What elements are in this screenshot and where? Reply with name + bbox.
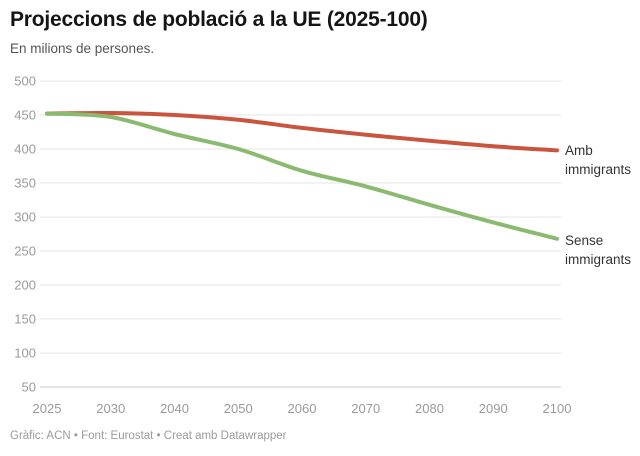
y-tick-label: 450 (14, 108, 36, 123)
series-label-amb-immigrants: Amb immigrants (565, 141, 631, 179)
x-tick-label: 2080 (415, 401, 444, 416)
y-tick-label: 50 (22, 380, 36, 395)
x-tick-label: 2050 (224, 401, 253, 416)
x-tick-label: 2025 (33, 401, 62, 416)
x-tick-label: 2090 (479, 401, 508, 416)
x-tick-label: 2070 (351, 401, 380, 416)
y-tick-label: 300 (14, 210, 36, 225)
y-tick-label: 200 (14, 278, 36, 293)
x-tick-label: 2060 (288, 401, 317, 416)
series-label-line: Amb (565, 143, 593, 158)
x-tick-label: 2030 (96, 401, 125, 416)
y-tick-label: 100 (14, 346, 36, 361)
line-sense-immigrants (45, 111, 559, 241)
y-tick-label: 500 (14, 74, 36, 89)
y-tick-label: 250 (14, 244, 36, 259)
y-tick-label: 400 (14, 142, 36, 157)
x-tick-label: 2100 (543, 401, 572, 416)
x-tick-label: 2040 (160, 401, 189, 416)
series-label-line: immigrants (565, 252, 632, 267)
series-label-line: immigrants (565, 162, 632, 177)
series-label-sense-immigrants: Sense immigrants (565, 231, 631, 269)
y-tick-label: 150 (14, 312, 36, 327)
chart-subtitle: En milions de persones. (10, 41, 155, 56)
series-label-line: Sense (565, 233, 604, 248)
y-tick-label: 350 (14, 176, 36, 191)
credit-line: Gràfic: ACN • Font: Eurostat • Creat amb… (10, 430, 287, 442)
line-amb-immigrants (45, 110, 559, 153)
chart-title: Projeccions de població a la UE (2025-10… (10, 8, 428, 31)
